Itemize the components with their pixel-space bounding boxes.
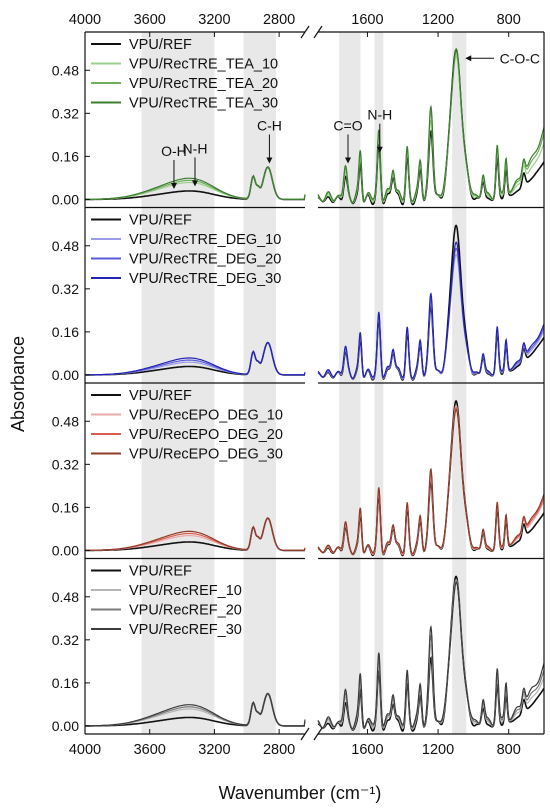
legend-label: VPU/RecTRE_TEA_10 (129, 57, 278, 73)
highlight-bands (141, 32, 467, 734)
legend-label: VPU/RecTRE_DEG_30 (129, 271, 281, 287)
legend-label: VPU/REF (129, 213, 192, 229)
annotation-label: N-H (183, 140, 208, 156)
legend-label: VPU/RecTRE_DEG_10 (129, 232, 281, 248)
x-tick-label: 3200 (198, 742, 230, 758)
series-line (317, 47, 545, 204)
axis-break-mark (300, 727, 310, 741)
arrowhead (170, 183, 177, 190)
y-axis-label: Absorbance (8, 336, 28, 432)
x-tick-label-top: 3200 (198, 12, 230, 28)
annotation-label: C=O (333, 117, 362, 133)
legend-label: VPU/RecEPO_DEG_20 (129, 427, 283, 443)
series-line (317, 241, 545, 379)
annotation-label: O-H (161, 143, 187, 159)
highlight-band (452, 32, 467, 208)
x-tick-label: 2800 (263, 742, 295, 758)
highlight-band (374, 383, 384, 559)
legend-label: VPU/REF (129, 37, 192, 53)
y-tick-label: 0.16 (52, 324, 79, 340)
y-tick-label: 0.00 (52, 542, 79, 558)
series-line (85, 517, 306, 551)
y-tick-label: 0.00 (52, 718, 79, 734)
y-tick-label: 0.32 (52, 632, 79, 648)
spectra-traces (84, 47, 545, 732)
highlight-band (141, 32, 215, 208)
highlight-band (374, 558, 384, 734)
y-tick-label: 0.48 (52, 589, 79, 605)
highlight-band (339, 32, 361, 208)
x-tick-label: 4000 (69, 742, 101, 758)
y-tick-label: 0.32 (52, 281, 79, 297)
highlight-band (452, 383, 467, 559)
highlight-band (452, 207, 467, 383)
series-line (85, 341, 306, 376)
x-axis-label: Wavenumber (cm⁻¹) (219, 783, 382, 803)
x-tick-label-top: 1200 (422, 12, 454, 28)
legend-label: VPU/RecEPO_DEG_10 (129, 408, 283, 424)
y-tick-label: 0.16 (52, 499, 79, 515)
y-tick-label: 0.16 (52, 675, 79, 691)
highlight-band (374, 32, 384, 208)
legend-label: VPU/RecEPO_DEG_30 (129, 447, 283, 463)
x-tick-label-top: 3600 (134, 12, 166, 28)
highlight-band (141, 558, 215, 734)
axis-break-mark (313, 727, 323, 741)
highlight-band (339, 558, 361, 734)
y-tick-label: 0.16 (52, 148, 79, 164)
annotation-label: N-H (367, 107, 392, 123)
axis-break-mark (300, 25, 310, 39)
labels: 0.00 0.16 0.32 0.48 VPU/REF VPU/RecTRE_TEA_10… (52, 12, 540, 758)
legend-label: VPU/REF (129, 564, 192, 580)
legend-label: VPU/RecREF_20 (129, 603, 242, 619)
arrowhead (376, 146, 383, 153)
x-tick-label: 1200 (422, 742, 454, 758)
axis-break-mark (313, 25, 323, 39)
highlight-band (374, 207, 384, 383)
x-tick-label-top: 1600 (351, 12, 383, 28)
series-line (317, 581, 545, 730)
annotation-label: C-H (257, 117, 282, 133)
highlight-band (243, 207, 276, 383)
highlight-band (243, 383, 276, 559)
highlight-band (141, 383, 215, 559)
arrowhead (465, 55, 472, 62)
x-tick-label-top: 4000 (69, 12, 101, 28)
y-tick-label: 0.48 (52, 413, 79, 429)
series-line (317, 408, 545, 555)
y-tick-label: 0.00 (52, 367, 79, 383)
arrowhead (192, 180, 198, 187)
legend-label: VPU/REF (129, 388, 192, 404)
highlight-band (339, 207, 361, 383)
legend-label: VPU/RecREF_30 (129, 622, 242, 638)
highlight-band (243, 558, 276, 734)
y-tick-label: 0.48 (52, 62, 79, 78)
legend-label: VPU/RecTRE_TEA_30 (129, 96, 278, 112)
x-tick-label: 800 (497, 742, 521, 758)
highlight-band (339, 383, 361, 559)
series-line (84, 692, 306, 727)
highlight-band (452, 558, 467, 734)
y-tick-label: 0.32 (52, 456, 79, 472)
legend-label: VPU/RecTRE_TEA_20 (129, 76, 278, 92)
legend-label: VPU/RecREF_10 (129, 583, 242, 599)
y-tick-label: 0.32 (52, 105, 79, 121)
y-tick-label: 0.48 (52, 238, 79, 254)
legend-label: VPU/RecTRE_DEG_20 (129, 252, 281, 268)
axes-frame (84, 25, 545, 741)
arrowhead (266, 157, 273, 164)
x-tick-label-top: 2800 (263, 12, 295, 28)
x-tick-label: 1600 (351, 742, 383, 758)
y-tick-label: 0.00 (52, 191, 79, 207)
arrowhead (345, 157, 352, 164)
x-tick-label-top: 800 (497, 12, 521, 28)
annotation-label: C-O-C (500, 50, 540, 66)
highlight-band (141, 207, 215, 383)
x-tick-label: 3600 (134, 742, 166, 758)
highlight-band (243, 32, 276, 208)
